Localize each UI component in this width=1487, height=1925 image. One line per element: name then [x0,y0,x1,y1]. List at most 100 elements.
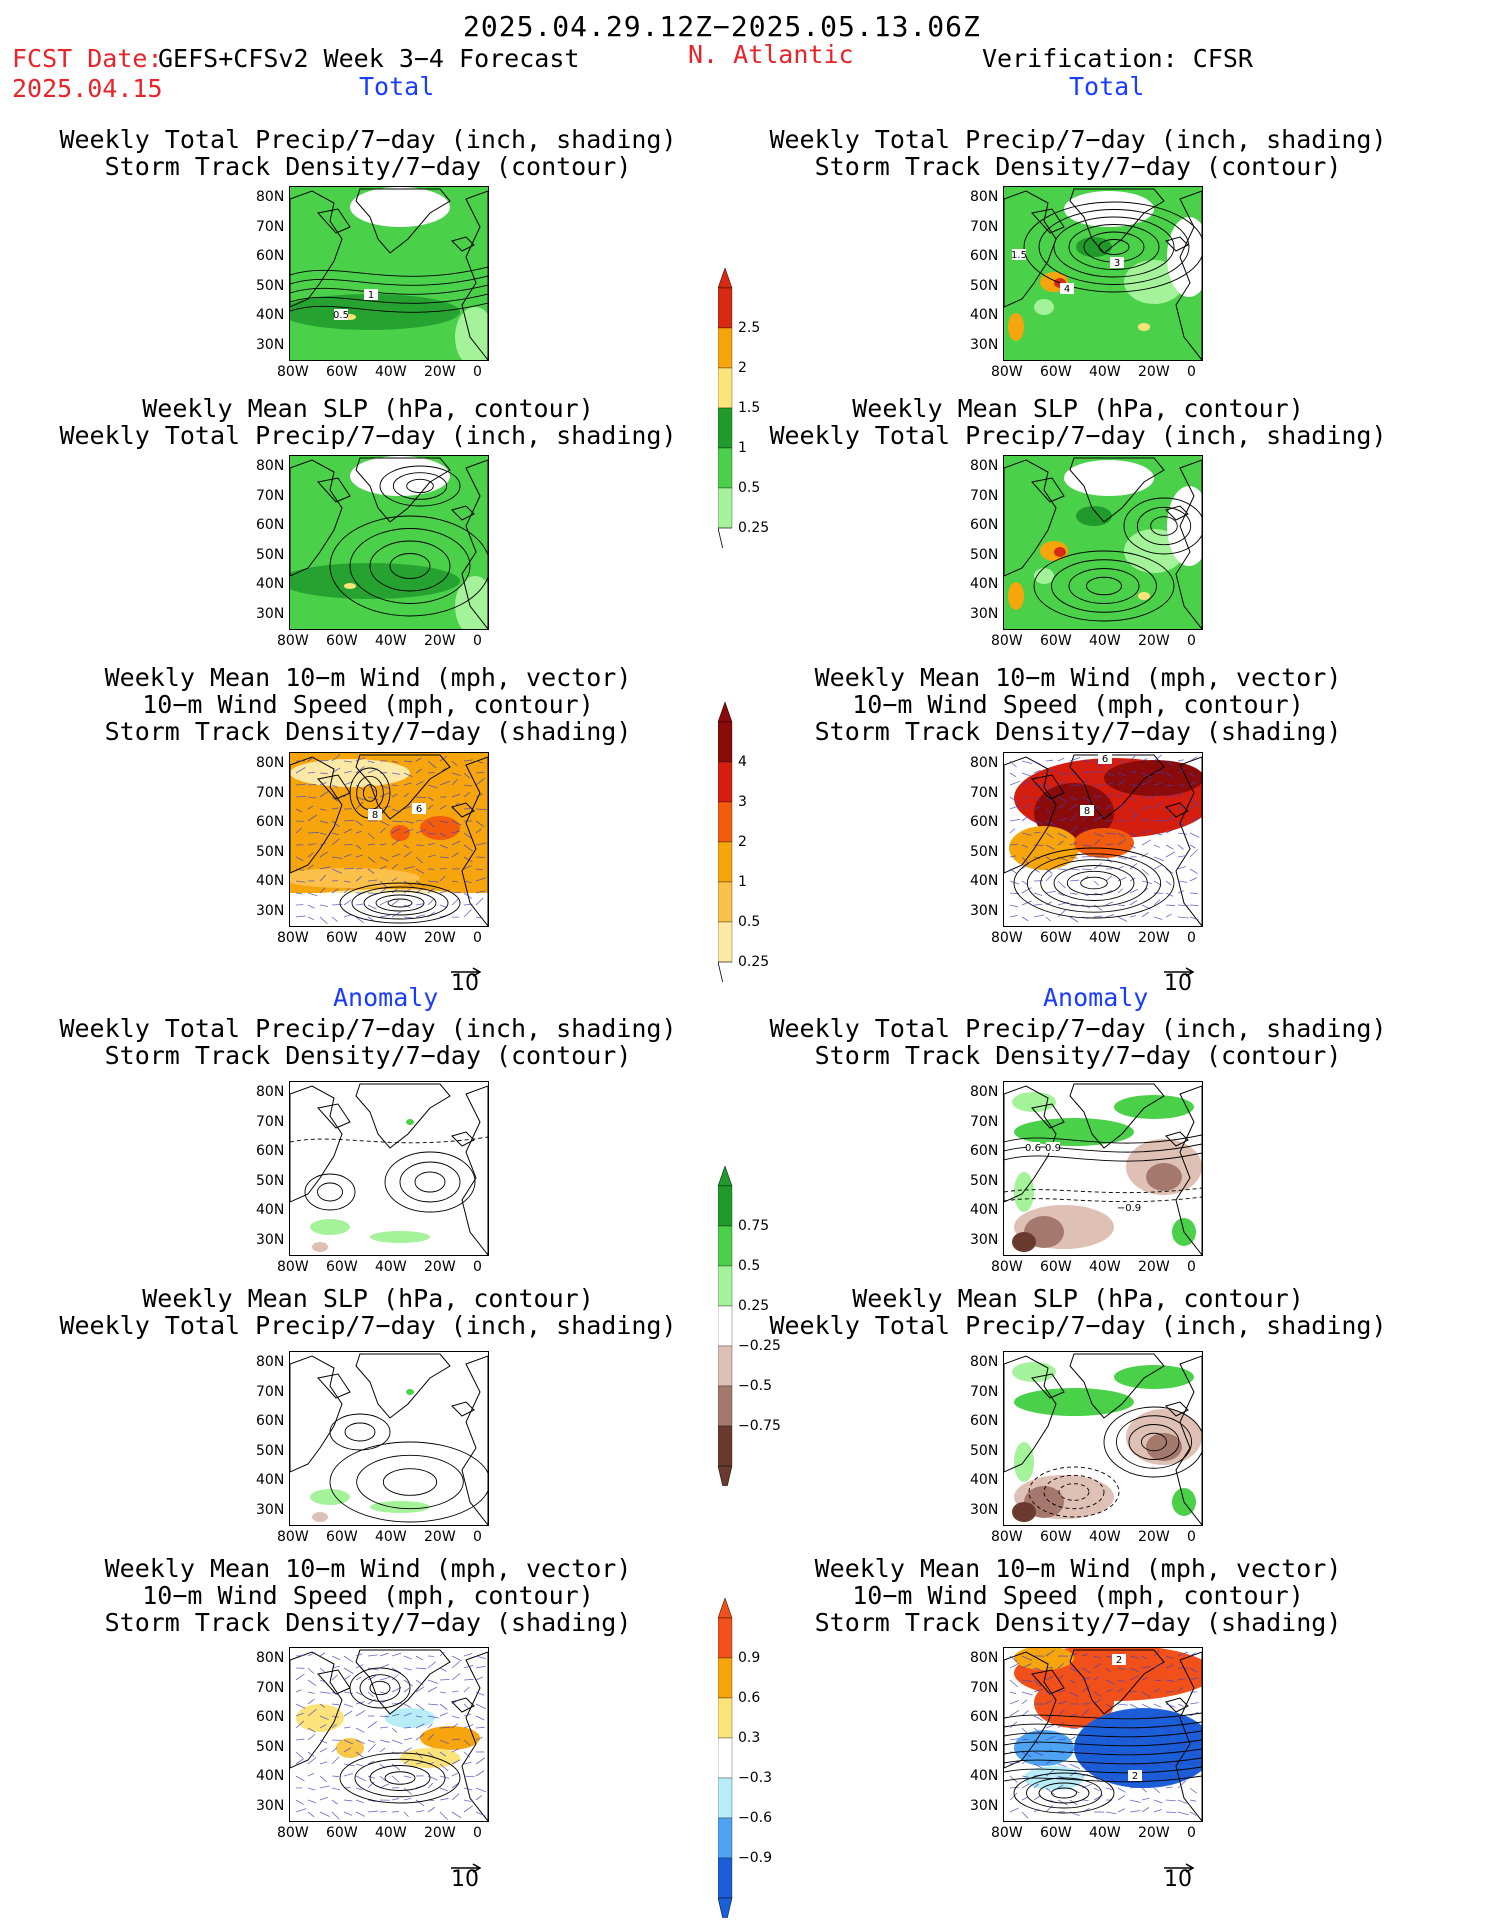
vector-ref-label: 10 [1164,1867,1192,1892]
lon-tick-label: 40W [1089,1259,1121,1275]
lat-tick-label: 30N [256,902,285,919]
lon-tick-label: 60W [326,1825,358,1841]
colorbar-tick-label: −0.3 [738,1770,772,1786]
svg-text:2: 2 [1132,1771,1138,1782]
lat-tick-label: 60N [256,1413,285,1429]
lat-tick-label: 70N [970,1383,999,1400]
svg-text:6: 6 [1102,754,1108,765]
svg-text:0.6: 0.6 [1025,1143,1041,1154]
lon-tick-label: 40W [1089,1825,1121,1841]
panel-title-cfsr-total-wind: Weekly Mean 10−m Wind (mph, vector) 10−m … [814,663,1342,746]
fcst-date-label: FCST Date: [12,44,163,73]
colorbar-tick-label: −0.75 [738,1418,781,1434]
lat-tick-label: 40N [970,873,999,889]
lon-tick-label: 80W [277,930,309,946]
colorbar-tick-label: 4 [738,754,747,770]
lat-tick-label: 60N [256,1143,285,1159]
vector-ref-label: 10 [451,971,479,996]
colorbar-tick-label: −0.6 [738,1810,772,1826]
lat-tick-label: 80N [970,458,999,474]
lon-tick-label: 80W [277,1259,309,1275]
svg-text:0.5: 0.5 [333,310,349,321]
lat-tick-label: 30N [256,1797,285,1814]
lon-tick-label: 20W [1138,364,1170,380]
lon-tick-label: 60W [326,364,358,380]
colorbar-tick-label: −0.5 [738,1378,772,1394]
colorbar-tick-label: 0.25 [738,954,770,970]
lat-tick-label: 50N [970,277,999,294]
lon-tick-label: 40W [375,364,407,380]
lat-tick-label: 40N [256,1768,285,1784]
vector-ref-arrow-icon [451,967,482,977]
lon-tick-label: 20W [424,1529,456,1545]
lat-tick-label: 80N [256,1650,285,1666]
panel-title-cfsr-total-precip: Weekly Total Precip/7−day (inch, shading… [769,125,1387,181]
lat-tick-label: 50N [970,546,999,563]
lon-tick-label: 40W [1089,930,1121,946]
lat-tick-label: 80N [256,1354,285,1370]
svg-text:3: 3 [1114,258,1120,269]
lat-tick-label: 50N [970,1738,999,1755]
lat-tick-label: 30N [256,1231,285,1248]
lon-tick-label: 60W [1040,1825,1072,1841]
lat-tick-label: 80N [970,755,999,771]
lon-tick-label: 80W [277,633,309,649]
lat-tick-label: 40N [970,1768,999,1784]
lon-tick-label: 80W [277,1825,309,1841]
lat-tick-label: 30N [970,605,999,622]
vector-ref-fcst-anom: 10 [449,1859,485,1892]
lon-tick-label: 80W [991,1259,1023,1275]
panel-title-fcst-anom-slp: Weekly Mean SLP (hPa, contour) Weekly Tot… [59,1284,677,1340]
lon-tick-label: 60W [1040,1259,1072,1275]
lat-tick-label: 60N [970,1413,999,1429]
lon-tick-label: 20W [424,1259,456,1275]
colorbar-precip-total: 2.5 2 1.5 1 0.5 0.25 [717,267,769,559]
lon-tick-label: 20W [424,930,456,946]
vector-ref-arrow-icon [451,1863,482,1873]
lat-tick-label: 30N [256,336,285,353]
panel-title-fcst-total-wind: Weekly Mean 10−m Wind (mph, vector) 10−m … [104,663,632,746]
lat-tick-label: 60N [256,517,285,533]
vector-ref-arrow-icon [1164,1863,1195,1873]
colorbar-tick-label: 1 [738,874,747,890]
lon-tick-label: 20W [424,1825,456,1841]
lon-tick-label: 80W [277,364,309,380]
lon-tick-label: 0 [1187,364,1196,380]
colorbar-tick-label: 0.25 [738,520,770,536]
lat-tick-label: 70N [256,487,285,504]
lat-tick-label: 70N [970,1113,999,1130]
lat-tick-label: 60N [970,1143,999,1159]
lon-tick-label: 80W [277,1529,309,1545]
colorbar-storm-anom: 0.9 0.6 0.3 −0.3 −0.6 −0.9 [717,1597,772,1925]
panel-title-cfsr-anom-precip: Weekly Total Precip/7−day (inch, shading… [769,1014,1387,1070]
lat-tick-label: 40N [970,1472,999,1488]
panel-title-fcst-total-precip: Weekly Total Precip/7−day (inch, shading… [59,125,677,181]
lat-tick-label: 50N [970,843,999,860]
panel-title-fcst-anom-wind: Weekly Mean 10−m Wind (mph, vector) 10−m … [104,1554,632,1637]
lat-tick-label: 50N [256,1738,285,1755]
colorbar-tick-label: 2 [738,360,747,376]
lat-tick-label: 30N [256,1501,285,1518]
lon-tick-label: 0 [473,930,482,946]
lat-tick-label: 50N [256,1172,285,1189]
lat-tick-label: 70N [970,1679,999,1696]
lat-tick-label: 40N [970,1202,999,1218]
lon-tick-label: 80W [991,364,1023,380]
map-cfsr-anom-slp [1003,1351,1203,1526]
panel-title-cfsr-anom-slp: Weekly Mean SLP (hPa, contour) Weekly Tot… [769,1284,1387,1340]
lat-tick-label: 60N [970,814,999,830]
panel-title-fcst-anom-precip: Weekly Total Precip/7−day (inch, shading… [59,1014,677,1070]
lat-tick-label: 50N [970,1442,999,1459]
lat-tick-label: 40N [256,873,285,889]
lon-tick-label: 60W [1040,1529,1072,1545]
lat-tick-label: 30N [256,605,285,622]
vector-ref-cfsr-anom: 10 [1162,1859,1198,1892]
lat-tick-label: 80N [970,1354,999,1370]
total-label-right: Total [1069,72,1145,101]
svg-text:1.5: 1.5 [1011,250,1027,261]
lon-tick-label: 60W [326,1259,358,1275]
lon-tick-label: 60W [326,1529,358,1545]
vector-ref-arrow-icon [1164,967,1195,977]
lat-tick-label: 50N [256,1442,285,1459]
